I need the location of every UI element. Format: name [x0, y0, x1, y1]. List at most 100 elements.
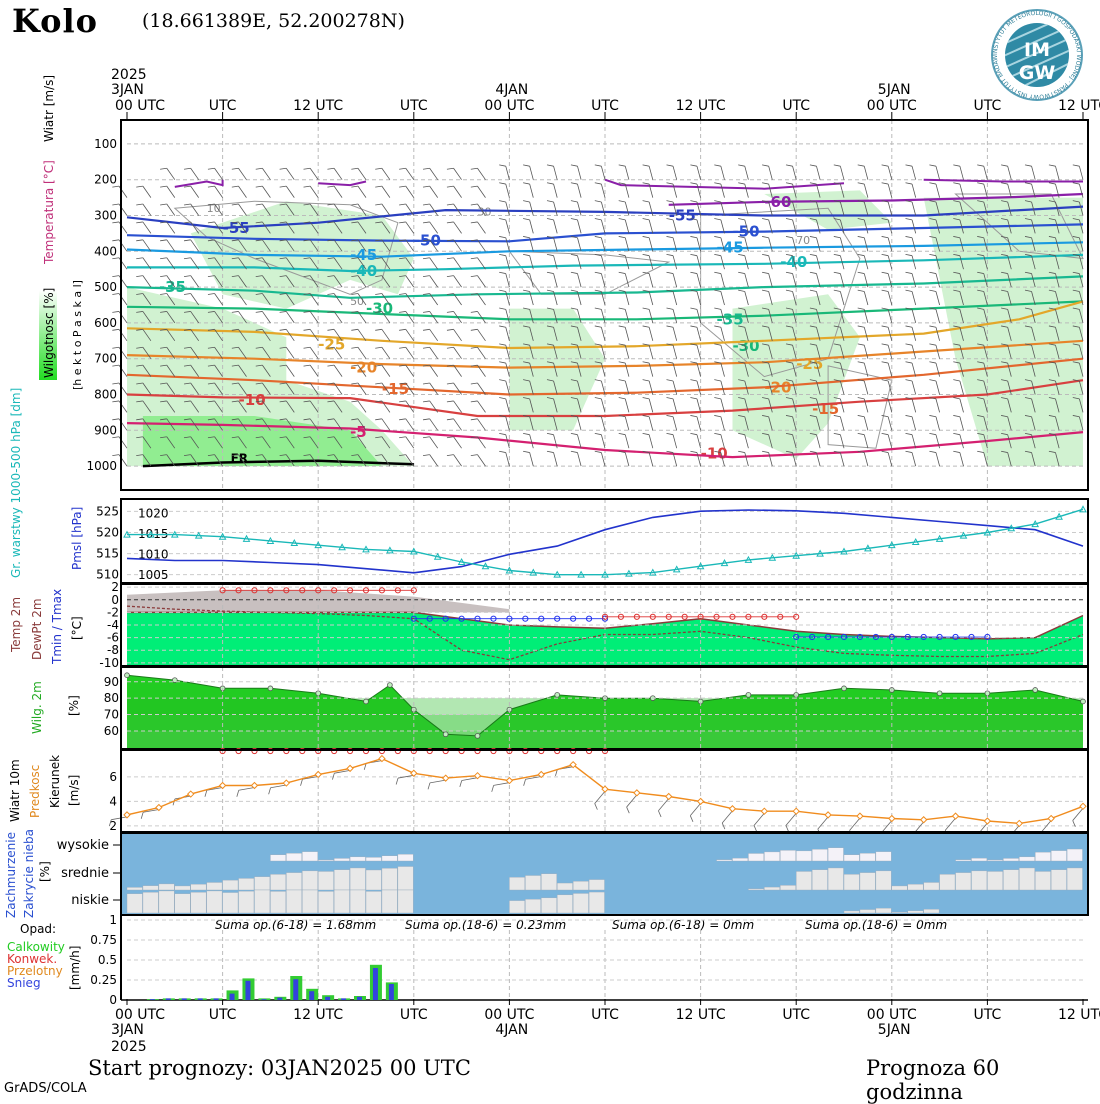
wind-barb [594, 450, 606, 467]
cloud-bar [891, 911, 908, 914]
wind-barb-shaft [262, 257, 271, 270]
isotherm-label: -20 [764, 378, 791, 396]
wind-barb [809, 289, 821, 306]
wind-barb-shaft [190, 203, 200, 216]
wind-barb [327, 185, 343, 198]
wind-barb-shaft [959, 398, 964, 413]
wind-barb [351, 203, 367, 216]
wind-barb-flag [160, 275, 167, 278]
wind-barb-shaft [935, 273, 940, 288]
wind-barb-flag [929, 343, 937, 346]
wind-barb-flag [1024, 361, 1032, 364]
wind-barb-flag [929, 450, 937, 453]
wind-barb [303, 185, 319, 198]
wind-barb-shaft [768, 183, 773, 198]
wind-tick-label: 6 [109, 770, 117, 784]
wind-barb-flag [136, 436, 143, 439]
wind-barb-flag [594, 200, 602, 203]
wind-barb [690, 432, 701, 449]
wind-barb-shaft [553, 183, 558, 198]
wind-speed-marker [218, 781, 227, 790]
cloud-bar [365, 869, 382, 891]
wind-barb-flag [160, 293, 167, 295]
wind-barb-shaft [553, 273, 558, 288]
wind-barb-shaft [1078, 166, 1084, 180]
wind-barb-flag [953, 343, 960, 346]
wind-barb-flag [523, 415, 530, 418]
wind-barb-flag [523, 450, 530, 453]
wind-barb [351, 257, 367, 270]
wind-barb-shaft [381, 382, 391, 395]
wind-barb-shaft [887, 255, 893, 270]
wind-barb [499, 432, 510, 449]
wind-barb [255, 436, 271, 449]
wind-barb-flag [255, 257, 263, 260]
wind-barb [231, 167, 247, 180]
wind-barb-flag [183, 364, 191, 367]
cloud-bar [780, 885, 796, 891]
isotherm-line [126, 223, 1084, 243]
wind-barb-flag [833, 343, 841, 346]
wind-barb-shaft [214, 203, 223, 216]
wind10-barb-shaft [785, 812, 797, 826]
wind-barb-shaft [238, 203, 247, 216]
wind-barb-flag [112, 346, 120, 349]
wind-barb [470, 293, 486, 306]
wind-barb-flag [785, 164, 793, 167]
wind-barb [666, 432, 678, 449]
wind-barb-flag [499, 271, 506, 274]
wind-barb-flag [1072, 200, 1080, 203]
wind-barb-flag [642, 289, 650, 292]
wind-barb-shaft [453, 364, 462, 377]
wind-barb [303, 328, 319, 342]
wind-barb-shaft [477, 400, 486, 413]
wind-barb [1024, 200, 1036, 216]
wind-barb-flag [303, 436, 311, 439]
wind-barb-flag [327, 454, 335, 457]
wind-barb [231, 400, 247, 413]
wind-barb-shaft [1078, 309, 1084, 324]
wind-barb [1001, 379, 1012, 395]
wind-barb [183, 364, 200, 377]
wind-barb [399, 364, 415, 377]
wind-barb [303, 454, 319, 467]
wind-barb-shaft [214, 347, 223, 359]
wind-barb [160, 293, 176, 306]
wind-barb [1001, 325, 1012, 341]
wind-barb [546, 289, 558, 306]
wind-barb-shaft [887, 183, 893, 198]
wind-barb-flag [905, 307, 913, 310]
wind-barb-shaft [792, 219, 797, 234]
wind-barb [136, 454, 152, 467]
wind-barb [1072, 200, 1084, 216]
wind-barb-flag [399, 239, 406, 242]
wind10-barb-shaft [817, 816, 829, 830]
wind-barb-flag [327, 346, 335, 349]
wind-barb-shaft [935, 345, 940, 359]
wind-barb-shaft [577, 219, 582, 234]
wind-barb-shaft [1055, 273, 1060, 288]
wind-barb-flag [929, 218, 937, 221]
wind-barb-shaft [959, 201, 964, 216]
wind-barb [1001, 289, 1012, 306]
wind-barb-shaft [238, 400, 247, 413]
wind-barb [255, 257, 271, 270]
wind-barb [570, 415, 582, 431]
wind-barb [738, 415, 749, 431]
wind-barb [833, 218, 845, 234]
wind-barb-flag [399, 346, 406, 349]
wind-barb-shaft [672, 166, 678, 180]
wind-barb [255, 293, 271, 306]
wind-barb [570, 397, 582, 413]
isotherm-label: -20 [350, 359, 377, 377]
wind-barb [833, 432, 845, 449]
wind-barb-flag [523, 164, 530, 167]
wind-barb-flag [833, 397, 841, 400]
wind-barb-flag [833, 450, 841, 453]
wind-barb [618, 415, 630, 431]
wind-barb [881, 307, 893, 324]
wind-barb [375, 436, 391, 449]
wind-barb-flag [738, 343, 745, 346]
wind-barb-shaft [309, 400, 319, 413]
